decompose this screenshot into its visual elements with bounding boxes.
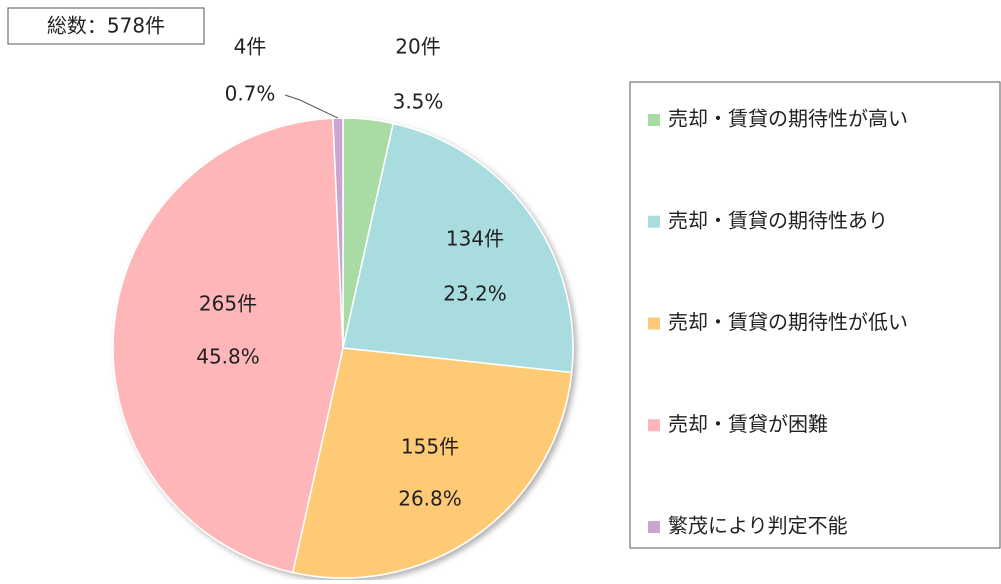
value-label: 0.7%	[225, 82, 276, 106]
pie	[112, 117, 574, 579]
legend-swatch	[648, 521, 660, 533]
count-label: 155件	[401, 435, 459, 459]
count-label: 20件	[395, 35, 440, 59]
leader-line	[284, 94, 339, 119]
legend-label: 繁茂により判定不能	[668, 514, 848, 538]
legend-label: 売却・賃貸の期待性が高い	[668, 107, 908, 131]
legend-swatch	[648, 215, 660, 228]
legend-label: 売却・賃貸の期待性あり	[668, 208, 888, 232]
value-label: 45.8%	[196, 345, 260, 369]
value-label: 26.8%	[398, 487, 462, 511]
legend-label: 売却・賃貸の期待性が低い	[668, 310, 908, 334]
legend-label: 売却・賃貸が困難	[668, 412, 828, 436]
legend-swatch	[648, 419, 660, 432]
pie-slice	[291, 347, 573, 579]
count-label: 134件	[446, 227, 504, 251]
count-label: 265件	[199, 292, 257, 316]
value-label: 3.5%	[393, 90, 444, 114]
legend-swatch	[648, 317, 660, 330]
count-label: 4件	[234, 35, 267, 59]
pie-slice	[112, 117, 344, 574]
pie-slice	[342, 122, 574, 374]
legend-swatch	[648, 114, 660, 126]
legend-box	[629, 81, 1001, 549]
total-box	[7, 7, 205, 45]
value-label: 23.2%	[443, 282, 507, 306]
total-label: 総数：578件	[47, 14, 165, 38]
